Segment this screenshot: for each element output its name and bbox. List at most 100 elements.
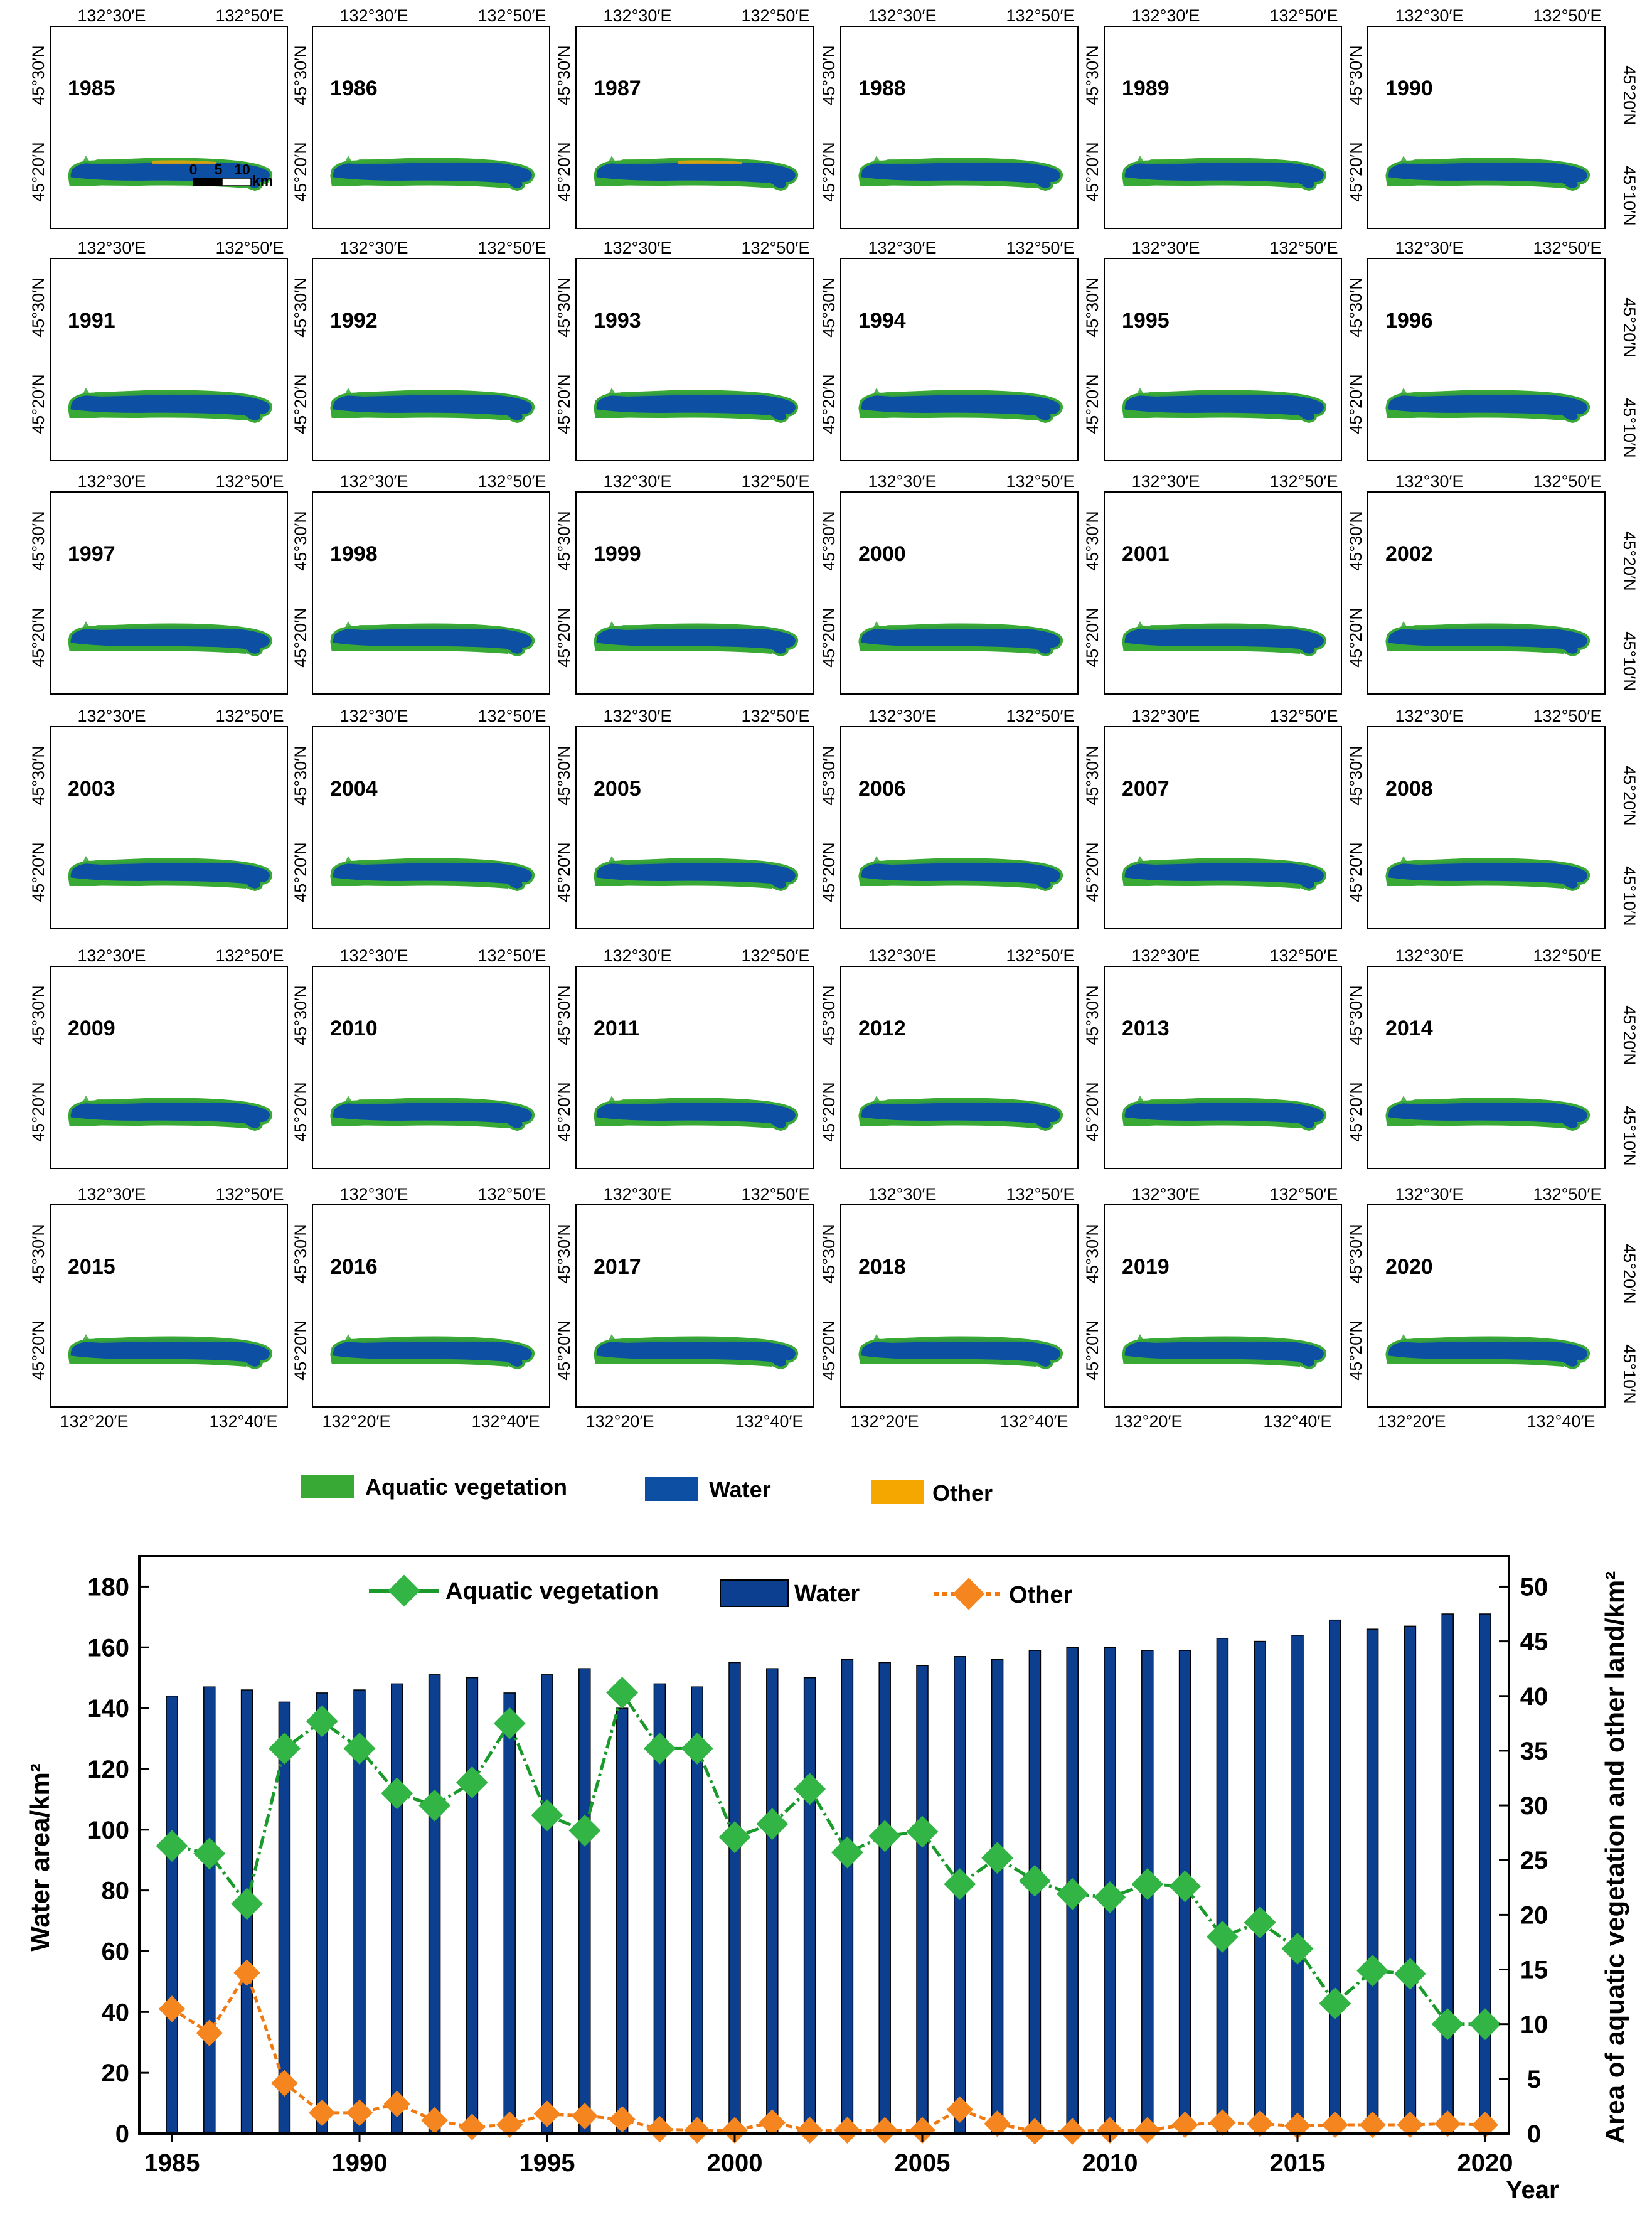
map-frame bbox=[1104, 1204, 1342, 1408]
map-frame bbox=[1367, 491, 1606, 695]
lat-label-left-upper: 45°30′N bbox=[1083, 511, 1102, 570]
map-panel-2015: 2015 132°30′E 132°50′E 45°30′N 45°20′N 132°20… bbox=[29, 1185, 288, 1431]
map-year-label: 2010 bbox=[330, 1017, 378, 1040]
map-year-label: 1987 bbox=[594, 77, 641, 100]
lake-vegetation-south bbox=[69, 877, 249, 889]
lat-label-left-lower: 45°20′N bbox=[291, 142, 310, 201]
lat-label-left-lower: 45°20′N bbox=[1346, 374, 1365, 434]
legend-water-label: Water bbox=[794, 1581, 860, 1607]
lon-label-top-left: 132°30′E bbox=[604, 6, 672, 25]
lake-vegetation-north bbox=[1136, 621, 1290, 630]
lon-label-top-left: 132°30′E bbox=[604, 472, 672, 491]
map-year-label: 1991 bbox=[68, 309, 115, 333]
lon-label-top-right: 132°50′E bbox=[742, 6, 810, 25]
lon-label-top-right: 132°50′E bbox=[1006, 6, 1075, 25]
lon-label-top-left: 132°30′E bbox=[78, 1185, 146, 1204]
lat-label-right-upper: 45°20′N bbox=[1620, 1244, 1639, 1303]
lon-label-top-left: 132°30′E bbox=[1132, 238, 1200, 257]
map-frame bbox=[575, 258, 814, 461]
lake-shape bbox=[1385, 856, 1591, 892]
map-year-label: 1986 bbox=[330, 77, 378, 100]
lake-shape bbox=[1385, 1334, 1591, 1370]
lake-shape bbox=[594, 856, 799, 892]
map-frame bbox=[1367, 26, 1606, 229]
lat-label-left-upper: 45°30′N bbox=[1083, 985, 1102, 1045]
map-panel-1988: 1988 132°30′E 132°50′E 45°30′N 45°20′N bbox=[819, 6, 1079, 229]
map-panel-1995: 1995 132°30′E 132°50′E 45°30′N 45°20′N bbox=[1083, 238, 1342, 461]
map-year-label: 2009 bbox=[68, 1017, 115, 1040]
lon-label-top-left: 132°30′E bbox=[604, 1185, 672, 1204]
point-vegetation-2013 bbox=[1206, 1920, 1239, 1953]
lake-vegetation-north bbox=[1136, 388, 1290, 397]
lat-label-left-upper: 45°30′N bbox=[555, 45, 573, 105]
point-other-1987 bbox=[233, 1959, 260, 1986]
lake-vegetation-south bbox=[860, 1117, 1039, 1128]
lat-label-left-upper: 45°30′N bbox=[29, 745, 48, 805]
lon-label-top-right: 132°50′E bbox=[216, 1185, 284, 1204]
lat-label-left-upper: 45°30′N bbox=[1346, 985, 1365, 1045]
lat-label-left-upper: 45°30′N bbox=[29, 1224, 48, 1283]
lake-vegetation-north bbox=[872, 856, 1026, 865]
map-panel-2000: 2000 132°30′E 132°50′E 45°30′N 45°20′N bbox=[819, 472, 1079, 695]
lon-label-top-left: 132°30′E bbox=[868, 472, 937, 491]
lat-label-left-lower: 45°20′N bbox=[1346, 1082, 1365, 1141]
map-year-label: 2017 bbox=[594, 1255, 641, 1279]
map-panel-2008: 2008 132°30′E 132°50′E 45°30′N 45°20′N 45°20′… bbox=[1346, 707, 1639, 929]
lat-label-left-upper: 45°30′N bbox=[555, 277, 573, 337]
lake-vegetation-south bbox=[1387, 643, 1566, 654]
lake-vegetation-south bbox=[69, 409, 249, 420]
lon-label-bottom-left: 132°20′E bbox=[60, 1412, 129, 1431]
map-frame bbox=[840, 966, 1079, 1169]
lake-shape bbox=[1122, 856, 1327, 892]
bar-water-2013 bbox=[1216, 1637, 1229, 2134]
map-panel-1992: 1992 132°30′E 132°50′E 45°30′N 45°20′N bbox=[291, 238, 550, 461]
map-panel-1996: 1996 132°30′E 132°50′E 45°30′N 45°20′N 45°20′… bbox=[1346, 238, 1639, 461]
lat-label-left-upper: 45°30′N bbox=[291, 985, 310, 1045]
lake-vegetation-north bbox=[607, 856, 762, 865]
point-vegetation-2015 bbox=[1281, 1932, 1314, 1965]
lat-label-right-lower: 45°10′N bbox=[1620, 1344, 1639, 1404]
lat-label-left-upper: 45°30′N bbox=[819, 45, 838, 105]
lake-vegetation-north bbox=[344, 1096, 498, 1104]
map-year-label: 2006 bbox=[858, 777, 906, 801]
lake-shape bbox=[1385, 621, 1591, 657]
lat-label-left-lower: 45°20′N bbox=[819, 1082, 838, 1141]
lon-label-top-right: 132°50′E bbox=[216, 707, 284, 725]
lon-label-bottom-right: 132°40′E bbox=[1527, 1412, 1596, 1431]
point-other-1994 bbox=[496, 2111, 523, 2139]
lon-label-top-left: 132°30′E bbox=[1132, 707, 1200, 725]
lake-shape bbox=[330, 388, 535, 424]
lat-label-left-upper: 45°30′N bbox=[819, 511, 838, 570]
map-panel-1998: 1998 132°30′E 132°50′E 45°30′N 45°20′N bbox=[291, 472, 550, 695]
lon-label-top-left: 132°30′E bbox=[1395, 1185, 1464, 1204]
map-frame bbox=[575, 1204, 814, 1408]
map-frame bbox=[50, 966, 288, 1169]
lat-label-left-upper: 45°30′N bbox=[291, 745, 310, 805]
lon-label-top-right: 132°50′E bbox=[478, 1185, 546, 1204]
lon-label-bottom-left: 132°20′E bbox=[322, 1412, 391, 1431]
point-other-2004 bbox=[871, 2117, 898, 2144]
lake-vegetation-south bbox=[1123, 177, 1303, 188]
scale-bar-white bbox=[221, 178, 252, 186]
map-legend-swatch-vegetation bbox=[301, 1475, 354, 1498]
y2-tick-label: 35 bbox=[1520, 1738, 1548, 1765]
bar-water-2000 bbox=[728, 1662, 741, 2134]
lat-label-left-upper: 45°30′N bbox=[291, 45, 310, 105]
bar-water-2003 bbox=[841, 1659, 854, 2134]
lat-label-left-upper: 45°30′N bbox=[1083, 745, 1102, 805]
point-vegetation-1986 bbox=[193, 1837, 226, 1870]
map-panel-2014: 2014 132°30′E 132°50′E 45°30′N 45°20′N 45°20′… bbox=[1346, 946, 1639, 1169]
lake-shape bbox=[858, 388, 1063, 424]
lat-label-left-lower: 45°20′N bbox=[555, 142, 573, 201]
lake-vegetation-south bbox=[331, 1117, 511, 1128]
point-vegetation-1989 bbox=[306, 1705, 338, 1738]
lat-label-left-upper: 45°30′N bbox=[1346, 45, 1365, 105]
lat-label-left-upper: 45°30′N bbox=[1083, 45, 1102, 105]
lon-label-top-right: 132°50′E bbox=[742, 1185, 810, 1204]
point-vegetation-2005 bbox=[906, 1815, 939, 1848]
map-frame bbox=[1367, 726, 1606, 929]
lon-label-top-left: 132°30′E bbox=[604, 707, 672, 725]
map-panel-2010: 2010 132°30′E 132°50′E 45°30′N 45°20′N bbox=[291, 946, 550, 1169]
